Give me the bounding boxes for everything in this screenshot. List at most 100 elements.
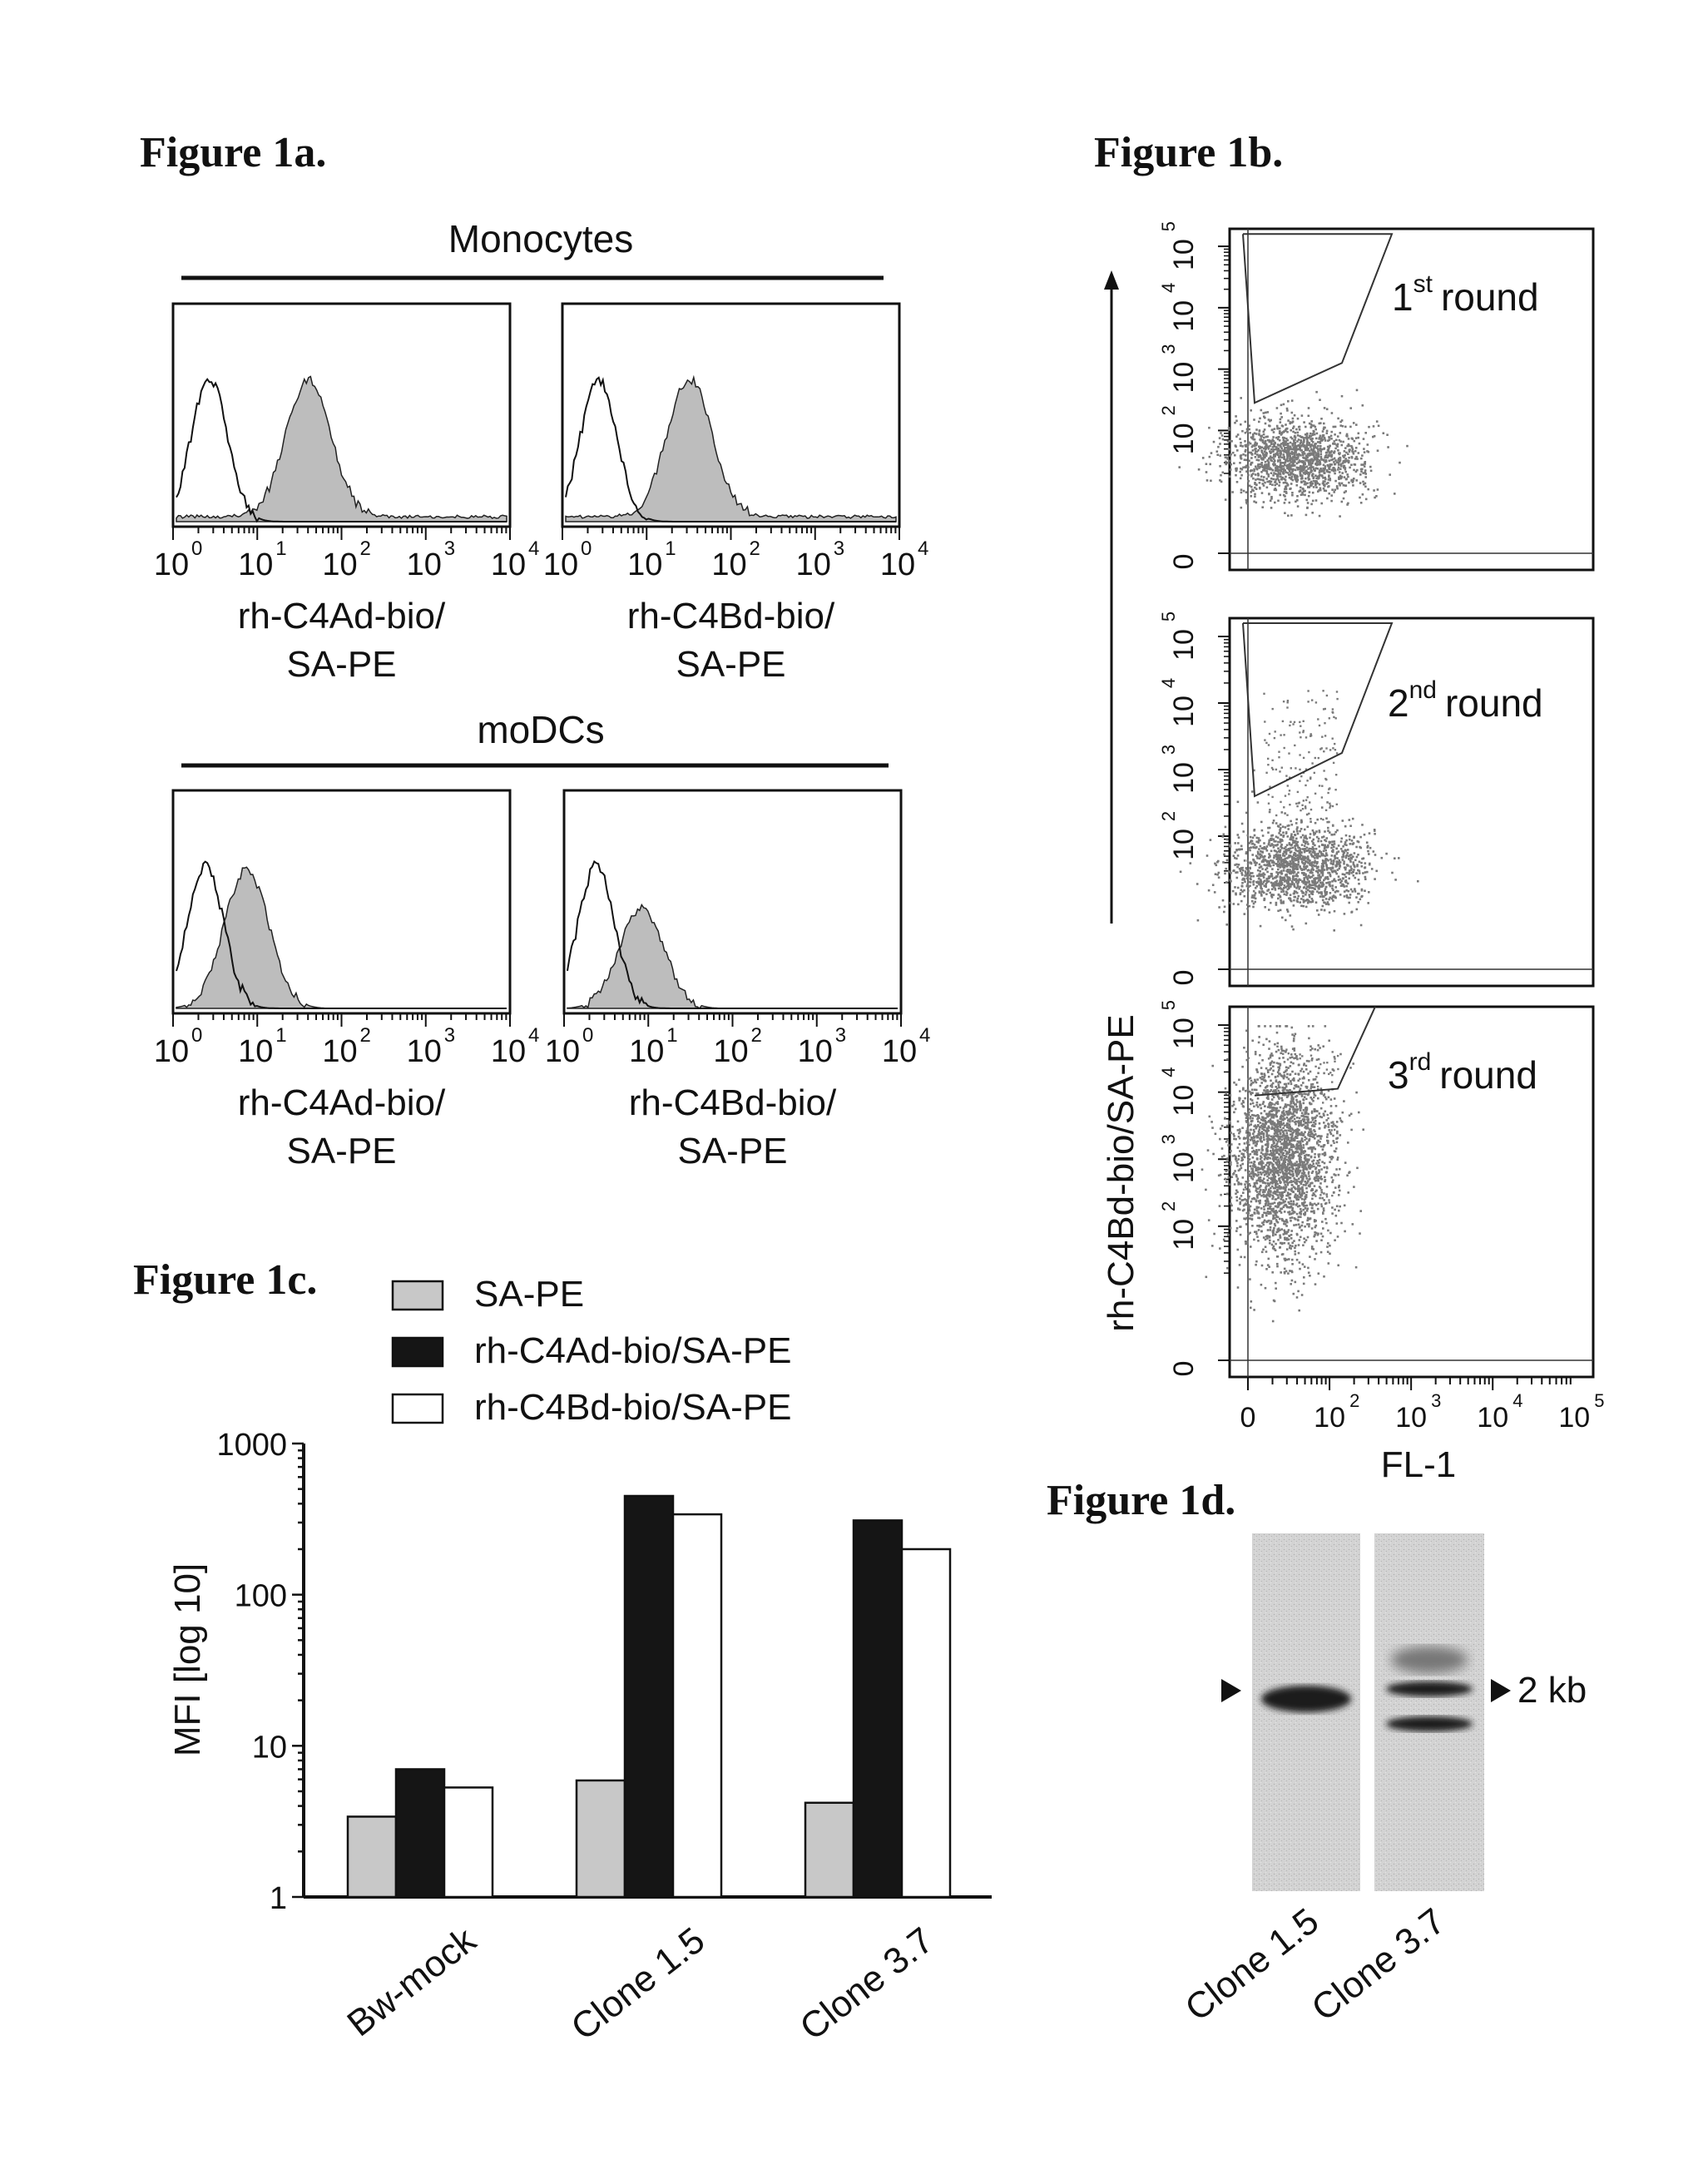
histogram-xlabel-line2: SA-PE [677,1131,787,1171]
y-tick-label: 10 [1168,239,1200,270]
round-label: 1stround [1392,270,1539,319]
x-tick-exponent: 4 [528,1024,539,1047]
x-tick-label: 10 [238,547,273,582]
dotplot-panel-2: 01021031041052ndround [1158,612,1593,986]
y-tick-exponent: 3 [1158,344,1179,354]
x-tick-label: 10 [1477,1402,1508,1434]
dotplot-panel-3: 01021031041053rdround0102103104105 [1158,1000,1605,1434]
x-tick-label: 10 [154,547,189,582]
legend-label: rh-C4Bd-bio/SA-PE [474,1387,791,1428]
x-tick-label: 10 [796,547,831,582]
x-tick-exponent: 4 [918,537,928,560]
x-tick-label: 10 [491,547,526,582]
bar [902,1549,950,1897]
x-tick-label: 10 [798,1034,833,1069]
x-tick-label: 10 [1314,1402,1345,1434]
x-tick-exponent: 0 [191,1024,202,1047]
x-tick-exponent: 3 [1431,1390,1441,1411]
histogram-xlabel-line2: SA-PE [286,644,396,685]
histogram-xlabel-line1: rh-C4Ad-bio/ [238,596,446,636]
stained-histogram [176,377,507,522]
lane-label-clone-1-5: Clone 1.5 [1178,1900,1327,2029]
x-tick-exponent: 2 [1349,1390,1359,1411]
y-tick-exponent: 4 [1158,678,1179,688]
x-tick-label: 10 [629,1034,664,1069]
figure-1a: Monocytes moDCs 100101102103104rh-C4Ad-b… [154,217,931,1171]
bar [396,1769,444,1897]
histogram-xlabel-line1: rh-C4Ad-bio/ [238,1082,446,1123]
x-tick-label: 10 [491,1034,526,1069]
x-tick-exponent: 1 [666,1024,677,1047]
y-tick-exponent: 3 [1158,745,1179,755]
stained-histogram [566,378,896,522]
round-label: 3rdround [1388,1048,1537,1097]
figure-1b: rh-C4Bd-bio/SA-PE FL-1 01021031041051str… [1101,221,1605,1485]
y-arrow-head [1104,270,1119,290]
gate-outline [1255,1007,1375,1096]
y-tick-exponent: 5 [1158,221,1179,231]
monocytes-label: Monocytes [448,217,633,260]
gel-lane-2 [1374,1533,1484,1891]
category-label: Bw-mock [339,1919,484,2045]
y-tick-label: 100 [235,1579,287,1614]
y-tick-exponent: 2 [1158,1201,1179,1211]
stained-histogram [176,867,507,1008]
histogram-panel-3: 100101102103104rh-C4Ad-bio/SA-PE [154,790,540,1171]
category-label: Clone 1.5 [564,1919,713,2048]
y-tick-label: 10 [1168,629,1200,661]
histogram-xlabel-line2: SA-PE [676,644,785,685]
y-tick-label: 1 [270,1881,287,1916]
x-tick-exponent: 2 [360,537,371,560]
y-tick-label: 0 [1168,554,1200,570]
round-label: 2ndround [1388,676,1543,725]
y-tick-label: 10 [1168,696,1200,727]
y-tick-label: 10 [1168,762,1200,794]
x-tick-exponent: 2 [750,537,760,560]
histogram-panel-1: 100101102103104rh-C4Ad-bio/SA-PE [154,304,540,685]
marker-size-label: 2 kb [1517,1670,1587,1711]
x-tick-label: 10 [543,547,578,582]
lane-label-clone-3-7: Clone 3.7 [1305,1900,1453,2029]
y-tick-label: 10 [1168,423,1200,455]
y-tick-label: 10 [1168,829,1200,860]
histogram-panel-2: 100101102103104rh-C4Bd-bio/SA-PE [543,304,929,685]
dotplot-panel-1: 01021031041051stround [1158,221,1593,570]
y-tick-exponent: 4 [1158,283,1179,293]
legend-label: rh-C4Ad-bio/SA-PE [474,1330,791,1371]
x-tick-exponent: 1 [275,1024,286,1047]
legend-swatch [393,1394,443,1423]
event-dots [1178,389,1408,518]
band-clone-1-5 [1261,1686,1351,1712]
stained-histogram [567,905,898,1009]
x-tick-exponent: 3 [444,537,455,560]
y-tick-label: 10 [1168,1219,1200,1250]
x-tick-label: 10 [238,1034,273,1069]
figure-1b-title: Figure 1b. [1094,129,1283,176]
x-tick-exponent: 3 [444,1024,455,1047]
x-tick-exponent: 3 [835,1024,846,1047]
x-tick-label: 10 [1558,1402,1590,1434]
x-tick-label: 10 [407,547,442,582]
x-tick-exponent: 2 [751,1024,762,1047]
x-tick-label: 10 [713,1034,748,1069]
fig1b-ylabel: rh-C4Bd-bio/SA-PE [1101,1014,1141,1331]
figure-1d: 2 kb Clone 1.5 Clone 3.7 [1178,1533,1587,2029]
fig1c-ylabel: MFI [log 10] [167,1563,208,1756]
x-tick-exponent: 1 [665,537,676,560]
figure-1d-title: Figure 1d. [1047,1477,1235,1524]
y-tick-exponent: 2 [1158,405,1179,415]
y-tick-exponent: 3 [1158,1134,1179,1144]
x-tick-exponent: 0 [191,537,202,560]
histogram-panel-4: 100101102103104rh-C4Bd-bio/SA-PE [545,790,931,1171]
x-tick-exponent: 0 [581,537,592,560]
x-tick-exponent: 0 [582,1024,593,1047]
x-tick-label: 10 [154,1034,189,1069]
y-tick-label: 10 [1168,362,1200,394]
right-marker-arrow [1491,1679,1511,1702]
y-tick-exponent: 4 [1158,1067,1179,1077]
x-tick-label: 10 [882,1034,917,1069]
y-tick-label: 0 [1168,970,1200,986]
band-clone-3-7-smear [1391,1647,1468,1673]
bar [348,1816,396,1897]
y-tick-exponent: 2 [1158,811,1179,821]
